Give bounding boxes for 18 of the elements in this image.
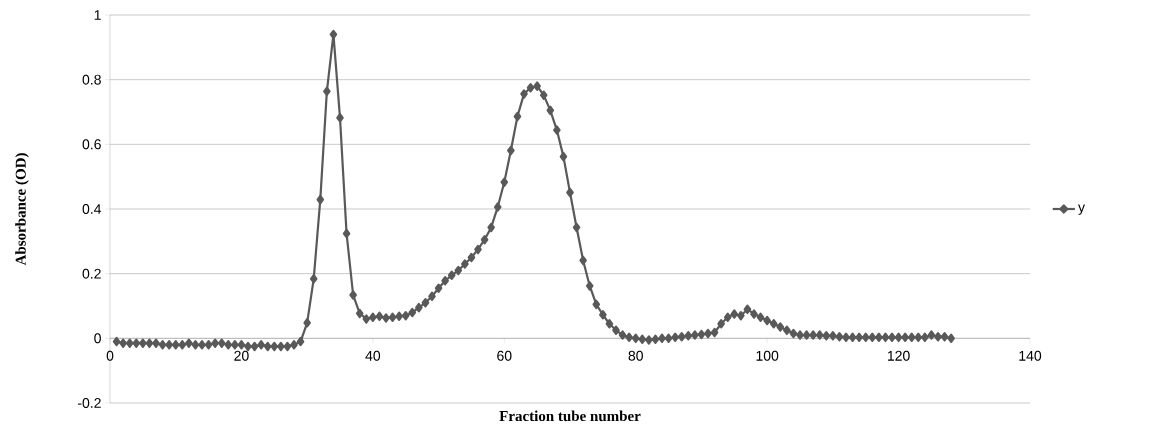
x-axis-title: Fraction tube number — [499, 410, 641, 422]
x-tick-label: 20 — [234, 350, 249, 361]
x-tick-label: 100 — [756, 350, 779, 361]
y-tick-label: 0 — [94, 333, 101, 344]
legend-label: y — [1078, 204, 1085, 215]
x-tick-label: 0 — [106, 350, 114, 361]
y-tick-label: 0.6 — [82, 139, 101, 150]
x-tick-label: 40 — [365, 350, 381, 361]
y-tick-label: 1 — [94, 10, 101, 20]
y-tick-label: 0.2 — [82, 268, 101, 279]
x-tick-label: 140 — [1019, 350, 1042, 361]
x-tick-label: 120 — [887, 350, 910, 361]
y-axis-title: Absorbance (OD) — [15, 153, 29, 266]
x-tick-label: 60 — [497, 350, 512, 361]
x-tick-label: 80 — [628, 350, 643, 361]
y-tick-label: 0.8 — [82, 74, 101, 85]
y-tick-label: 0.4 — [82, 204, 102, 214]
y-tick-label: -0.2 — [77, 398, 101, 408]
